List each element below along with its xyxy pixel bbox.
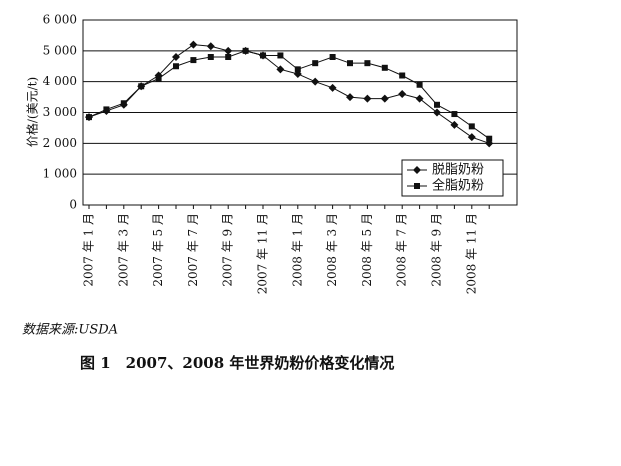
point xyxy=(277,52,284,59)
point xyxy=(311,77,320,86)
x-tick-label: 2007 年 11 月 xyxy=(256,213,270,294)
point xyxy=(172,53,180,61)
y-tick-label: 6 000 xyxy=(43,13,77,27)
point xyxy=(347,60,353,67)
point xyxy=(173,63,179,70)
point xyxy=(242,47,249,54)
point xyxy=(363,94,372,103)
point xyxy=(381,64,388,71)
y-tick-label: 3 000 xyxy=(43,105,77,119)
point xyxy=(276,65,285,74)
x-tick-label: 2007 年 9 月 xyxy=(221,213,235,287)
caption: 图 1 2007、2008 年世界奶粉价格变化情况 xyxy=(80,354,394,372)
point xyxy=(398,90,407,98)
point xyxy=(224,46,233,55)
series-line xyxy=(88,50,490,140)
y-tick-label: 4 000 xyxy=(43,74,77,88)
point xyxy=(486,135,493,142)
point xyxy=(190,57,197,64)
point xyxy=(329,54,336,60)
legend-label: 脱脂奶粉 xyxy=(432,163,484,178)
x-tick-label: 2007 年 5 月 xyxy=(151,213,165,287)
point xyxy=(225,54,232,60)
point xyxy=(414,183,420,189)
legend-box xyxy=(401,159,504,197)
point xyxy=(399,72,406,79)
x-tick-label: 2008 年 3 月 xyxy=(325,213,339,287)
x-tick-label: 2008 年 11 月 xyxy=(464,213,478,294)
x-tick-label: 2008 年 1 月 xyxy=(290,213,304,287)
x-tick-label: 2007 年 1 月 xyxy=(82,213,96,287)
y-tick-label: 1 000 xyxy=(43,167,77,181)
point xyxy=(155,75,162,82)
point xyxy=(413,166,421,174)
series-line xyxy=(88,44,490,144)
point xyxy=(416,81,423,88)
point xyxy=(380,94,389,103)
y-tick-label: 5 000 xyxy=(43,43,77,57)
y-tick-label: 2 000 xyxy=(43,136,77,150)
point xyxy=(346,93,354,102)
x-tick-label: 2008 年 5 月 xyxy=(360,213,374,287)
point xyxy=(189,40,198,49)
point xyxy=(260,52,266,59)
point xyxy=(294,66,301,73)
x-tick-label: 2007 年 7 月 xyxy=(186,213,200,287)
point xyxy=(312,60,319,67)
point xyxy=(120,100,127,107)
point xyxy=(207,54,214,60)
point xyxy=(328,83,337,92)
x-tick-label: 2008 年 7 月 xyxy=(395,213,409,287)
x-tick-label: 2007 年 3 月 xyxy=(116,213,130,287)
y-axis-label: 价格/(美元/t) xyxy=(25,77,40,147)
point xyxy=(86,114,92,121)
point xyxy=(364,60,371,67)
point xyxy=(434,101,440,108)
point xyxy=(433,108,441,117)
point xyxy=(451,111,458,118)
source-note: 数据来源:USDA xyxy=(22,323,118,338)
point xyxy=(415,94,424,103)
point xyxy=(138,83,145,90)
legend-label: 全脂奶粉 xyxy=(432,178,484,194)
point xyxy=(103,106,110,113)
x-tick-label: 2008 年 9 月 xyxy=(430,213,444,287)
y-tick-label: 0 xyxy=(69,198,77,212)
point xyxy=(450,120,459,129)
point xyxy=(467,133,476,142)
point xyxy=(468,123,475,130)
point xyxy=(206,42,215,51)
